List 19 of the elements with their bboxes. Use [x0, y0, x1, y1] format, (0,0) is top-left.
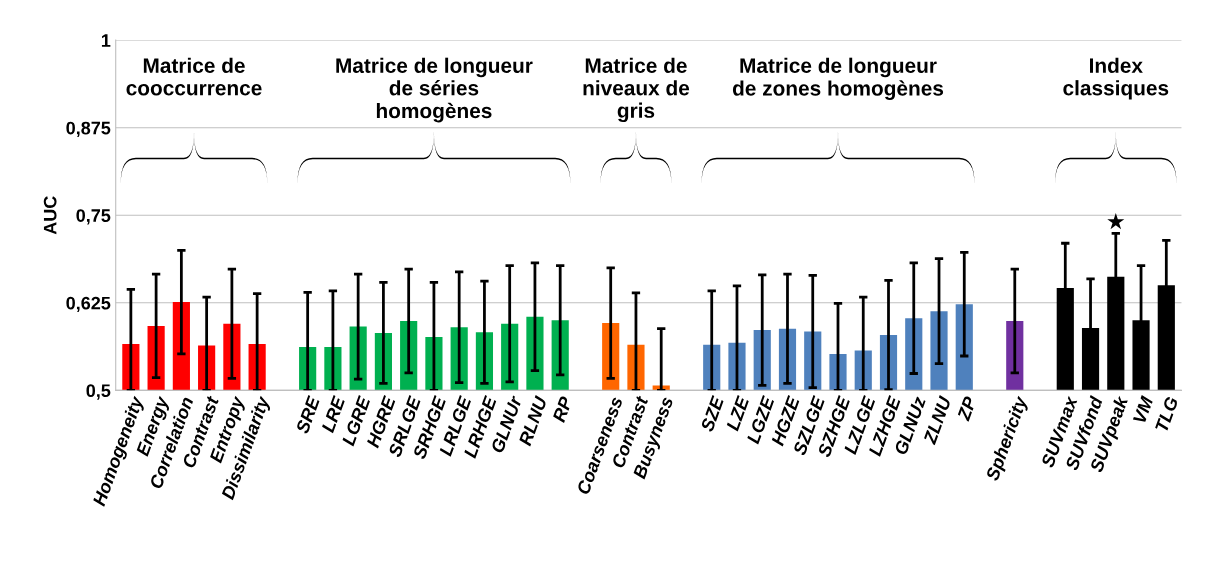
- y-tick-label: 0,875: [66, 121, 111, 138]
- y-tick-label: 0,625: [66, 296, 111, 313]
- annotation: Matrice de longueur de séries homogènes: [336, 57, 533, 123]
- x-tick-label: ZP: [956, 395, 977, 422]
- x-tick-label: RP: [552, 395, 573, 423]
- x-tick-label: RLNU: [518, 395, 548, 447]
- annotation: Matrice de cooccurrence: [126, 57, 262, 96]
- annotation: Index classiques: [1063, 57, 1169, 100]
- x-tick-label: VM: [1132, 395, 1154, 424]
- y-axis-title: AUC: [43, 196, 57, 235]
- annotation: Matrice de longueur de zones homogènes: [732, 57, 944, 100]
- annotation: Matrice de niveaux de gris: [583, 57, 690, 123]
- annotation: ★: [1107, 213, 1125, 230]
- y-tick-label: 1: [101, 34, 111, 47]
- x-tick-label: SRE: [295, 394, 321, 435]
- x-tick-label: SZE: [700, 394, 725, 433]
- x-tick-label: ZLNU: [923, 395, 952, 446]
- y-tick-label: 0,75: [76, 209, 111, 225]
- x-tick-label: TLG: [1154, 395, 1179, 433]
